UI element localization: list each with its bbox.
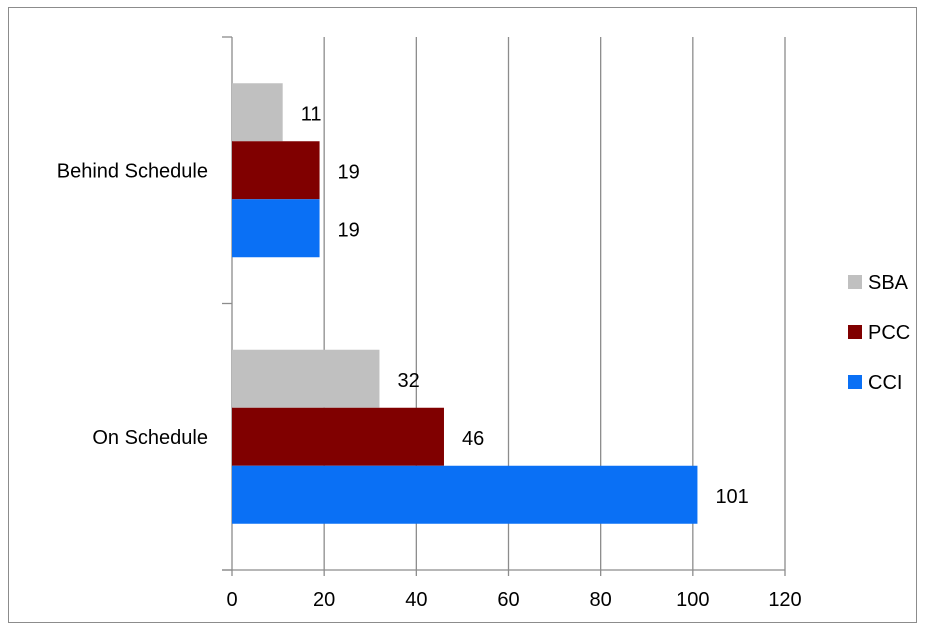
legend-swatch-pcc [848, 325, 862, 339]
x-tick-label: 60 [497, 589, 519, 611]
x-tick-label: 80 [590, 589, 612, 611]
x-tick-label: 100 [676, 589, 709, 611]
legend-label: PCC [868, 322, 910, 344]
x-tick-label: 40 [405, 589, 427, 611]
legend: SBA PCC CCI [848, 272, 910, 394]
y-category-label: On Schedule [92, 427, 208, 449]
x-tick-label: 120 [768, 589, 801, 611]
y-category-label: Behind Schedule [57, 160, 208, 182]
legend-swatch-sba [848, 275, 862, 289]
data-labels: 11 19 19 32 46 101 [301, 103, 749, 508]
tick-labels: 0 20 40 60 80 100 120 Behind Schedule On Schedul… [57, 160, 802, 611]
x-tick-label: 0 [226, 589, 237, 611]
bar-cci [232, 465, 698, 524]
x-tick-label: 20 [313, 589, 335, 611]
bar-pcc [232, 407, 444, 466]
bar-sba [232, 83, 283, 142]
data-label: 101 [715, 486, 748, 508]
data-label: 46 [462, 428, 484, 450]
legend-swatch-cci [848, 375, 862, 389]
bar-cci [232, 199, 320, 258]
legend-label: SBA [868, 272, 909, 294]
data-label: 19 [338, 219, 360, 241]
bar-sba [232, 349, 380, 408]
bar-pcc [232, 141, 320, 200]
data-label: 19 [338, 161, 360, 183]
bars [232, 83, 698, 524]
data-label: 32 [397, 370, 419, 392]
legend-label: CCI [868, 372, 902, 394]
data-label: 11 [301, 103, 322, 125]
